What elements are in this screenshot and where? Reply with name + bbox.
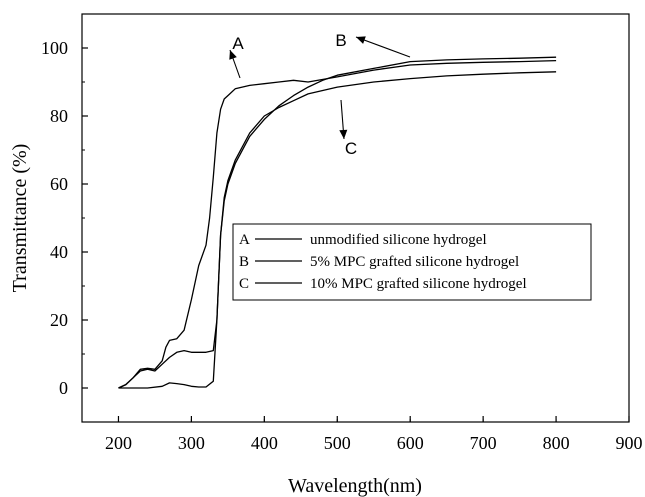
x-axis-title: Wavelength(nm) [288, 475, 422, 497]
x-tick-label: 700 [470, 433, 497, 453]
legend-key: B [239, 254, 249, 270]
legend-key: A [239, 232, 250, 248]
y-tick-label: 100 [41, 38, 68, 58]
y-axis: 0 20 40 60 80 100 [41, 13, 88, 423]
legend-label: unmodified silicone hydrogel [310, 232, 487, 248]
annotation-layer: A B C [229, 31, 411, 158]
callout-label-b: B [335, 31, 346, 50]
series-line-b [118, 56, 557, 389]
callout-arrow-b [355, 36, 411, 58]
legend-key: C [239, 276, 249, 292]
callout-arrowhead-a [229, 50, 237, 60]
x-tick-label: 600 [397, 433, 424, 453]
callout-arrowhead-b [356, 36, 366, 44]
y-tick-label: 40 [50, 242, 68, 262]
x-tick-label: 200 [105, 433, 132, 453]
plot-frame [81, 13, 630, 423]
callout-arrowhead-c [339, 129, 348, 139]
callout-label-c: C [345, 139, 357, 158]
x-tick-label: 800 [543, 433, 570, 453]
legend-label: 10% MPC grafted silicone hydrogel [310, 276, 527, 292]
x-tick-label: 300 [178, 433, 205, 453]
y-tick-label: 60 [50, 174, 68, 194]
y-axis-title: Transmittance (%) [9, 144, 31, 293]
callout-label-a: A [232, 34, 244, 53]
legend-label: 5% MPC grafted silicone hydrogel [310, 254, 519, 270]
series-line-c [118, 71, 557, 389]
y-tick-label: 20 [50, 310, 68, 330]
x-tick-label: 500 [324, 433, 351, 453]
series-line-a [118, 59, 557, 389]
x-tick-label: 400 [251, 433, 278, 453]
series-layer [118, 56, 557, 389]
y-tick-label: 80 [50, 106, 68, 126]
legend-box [232, 223, 592, 301]
y-tick-label: 0 [59, 378, 68, 398]
x-axis: 200 300 400 500 600 700 800 900 [105, 416, 643, 453]
x-tick-label: 900 [616, 433, 643, 453]
